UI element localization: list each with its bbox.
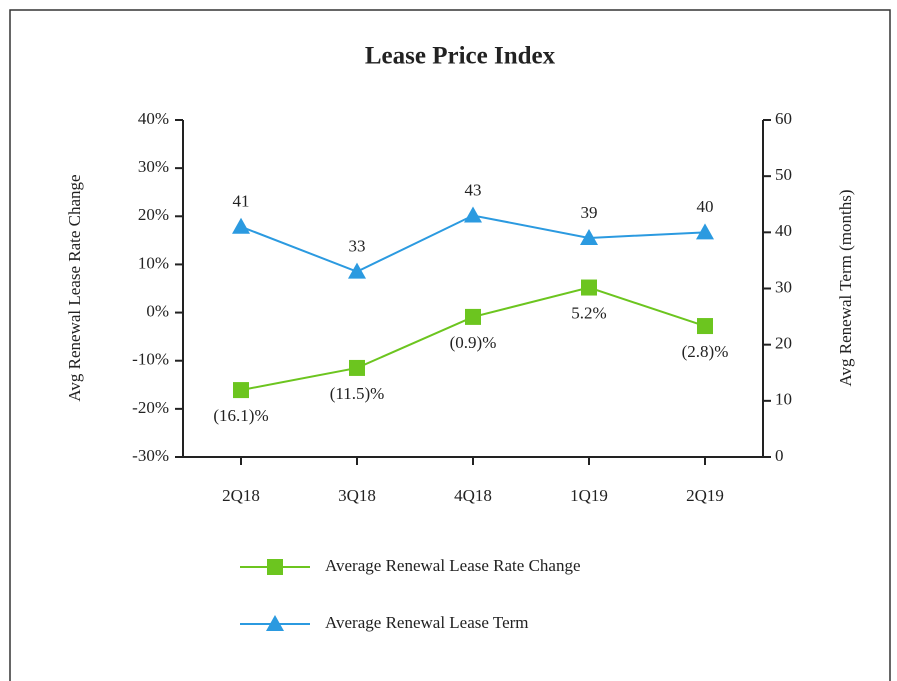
- data-point: [696, 223, 714, 240]
- y2-tick-label: 0: [775, 446, 784, 465]
- y-tick-label: -30%: [132, 446, 169, 465]
- chart-title: Lease Price Index: [365, 43, 556, 70]
- y-tick-label: 10%: [138, 253, 169, 272]
- data-label: 40: [697, 197, 714, 216]
- x-tick-label: 4Q18: [454, 486, 492, 505]
- data-label: 43: [465, 180, 482, 199]
- legend-label: Average Renewal Lease Rate Change: [325, 556, 581, 575]
- x-tick-label: 2Q19: [686, 486, 724, 505]
- y-tick-label: 30%: [138, 157, 169, 176]
- y2-tick-label: 40: [775, 221, 792, 240]
- data-point: [232, 217, 250, 234]
- data-label: (0.9)%: [450, 333, 497, 352]
- y2-tick-label: 10: [775, 390, 792, 409]
- y-tick-label: 20%: [138, 205, 169, 224]
- data-point: [348, 262, 366, 279]
- y2-tick-label: 30: [775, 277, 792, 296]
- y-tick-label: 0%: [146, 301, 169, 320]
- data-point: [233, 382, 249, 399]
- x-tick-label: 1Q19: [570, 486, 608, 505]
- y2-tick-label: 60: [775, 109, 792, 128]
- y-axis-label: Avg Renewal Lease Rate Change: [65, 174, 84, 401]
- y-tick-label: -20%: [132, 398, 169, 417]
- data-point: [697, 318, 713, 335]
- data-label: (16.1)%: [213, 406, 268, 425]
- data-label: (11.5)%: [330, 384, 385, 403]
- data-point: [580, 228, 598, 245]
- legend-marker: [266, 615, 284, 631]
- x-tick-label: 2Q18: [222, 486, 260, 505]
- data-point: [581, 279, 597, 296]
- y2-tick-label: 20: [775, 334, 792, 353]
- data-label: 33: [349, 237, 366, 256]
- data-point: [349, 359, 365, 376]
- y2-tick-label: 50: [775, 165, 792, 184]
- data-point: [464, 206, 482, 223]
- y-tick-label: 40%: [138, 109, 169, 128]
- data-label: 5.2%: [571, 303, 606, 322]
- data-label: (2.8)%: [682, 342, 729, 361]
- legend-marker: [267, 559, 283, 575]
- y2-axis-label: Avg Renewal Term (months): [836, 190, 855, 387]
- data-point: [465, 308, 481, 325]
- series-line: [240, 214, 706, 273]
- y-tick-label: -10%: [132, 350, 169, 369]
- x-tick-label: 3Q18: [338, 486, 376, 505]
- frame: [9, 9, 891, 681]
- legend-label: Average Renewal Lease Term: [325, 613, 529, 632]
- data-label: 39: [581, 203, 598, 222]
- data-label: 41: [233, 192, 250, 211]
